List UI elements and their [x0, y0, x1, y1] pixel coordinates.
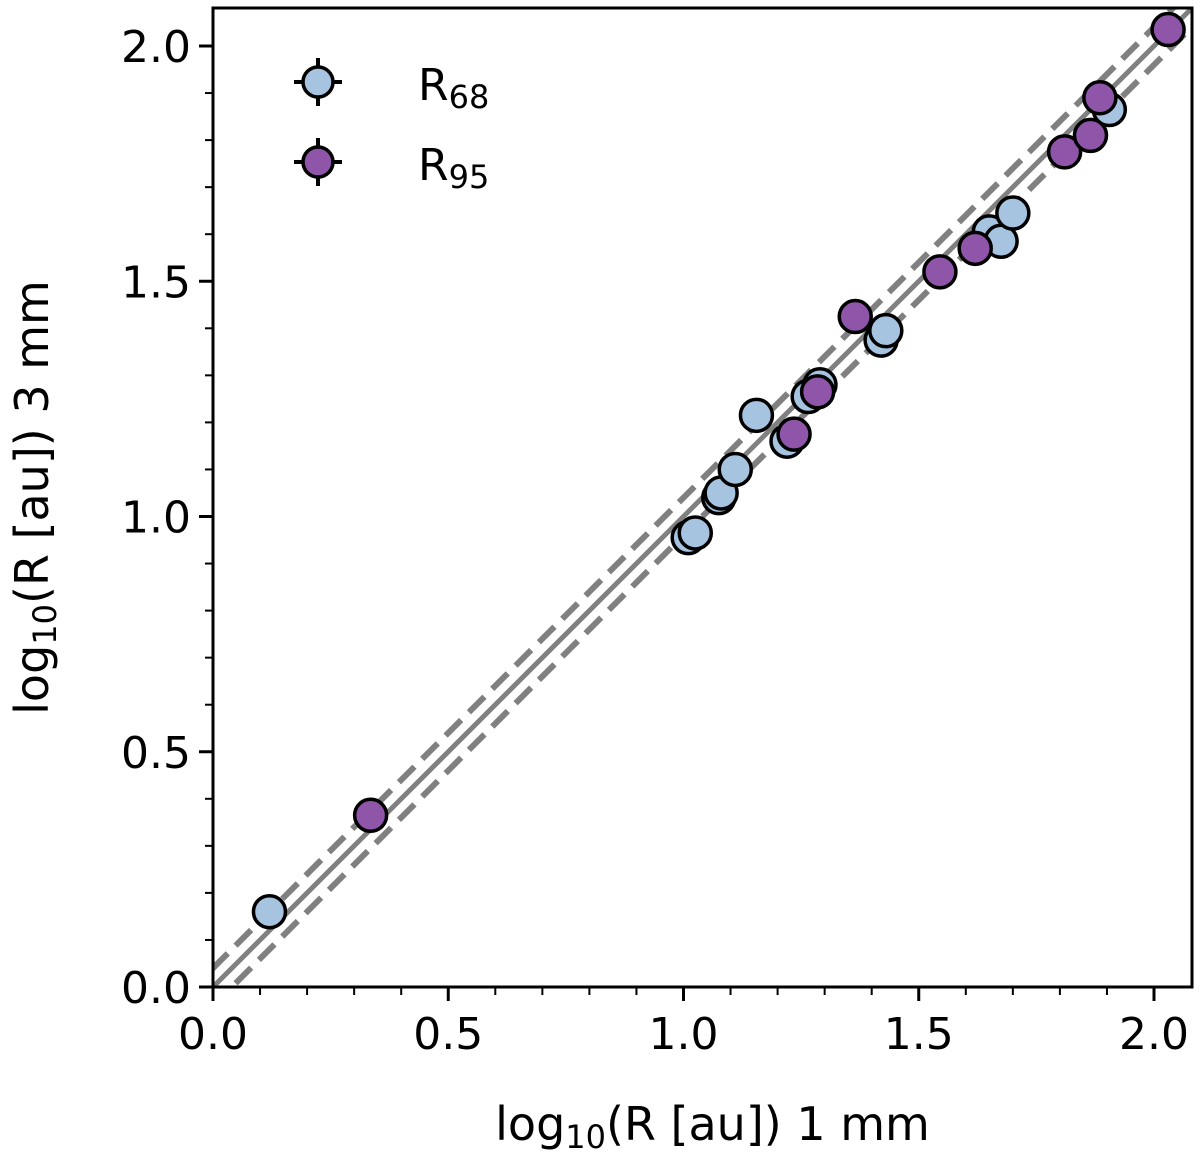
legend-label-r95: R95 — [418, 140, 489, 196]
reference-lines — [213, 8, 1192, 987]
x-tick-label: 1.0 — [649, 1009, 719, 1060]
x-tick-label: 0.0 — [178, 1009, 248, 1060]
data-point-r95 — [1082, 80, 1118, 116]
data-point-r68 — [995, 195, 1031, 231]
data-point-r95 — [1046, 134, 1083, 170]
x-tick-label: 1.5 — [884, 1009, 954, 1060]
y-tick-label: 2.0 — [121, 22, 191, 73]
legend: R68 R95 — [294, 58, 489, 196]
data-point-r68 — [251, 893, 288, 930]
x-tick-label: 0.5 — [413, 1009, 483, 1060]
data-point-r95 — [799, 374, 836, 410]
y-tick-label: 1.0 — [121, 493, 191, 544]
legend-marker-r95 — [294, 138, 342, 186]
x-tick-label: 2.0 — [1119, 1009, 1189, 1060]
data-point-r95 — [1150, 11, 1186, 48]
y-tick-label: 0.0 — [121, 963, 191, 1014]
x-axis-label: log10(R [au]) 1 mm — [495, 1097, 930, 1156]
data-point-r95 — [776, 416, 812, 452]
y-tick-label: 0.5 — [121, 728, 191, 779]
y-tick-label: 1.5 — [121, 257, 191, 308]
plot-frame — [211, 6, 1194, 989]
data-point-r95 — [1072, 117, 1109, 154]
series-r95 — [352, 11, 1186, 834]
data-points — [251, 11, 1186, 930]
data-point-r95 — [957, 230, 993, 267]
data-point-r68 — [677, 515, 714, 551]
data-point-r95 — [922, 254, 958, 290]
y-axis-label: log10(R [au]) 3 mm — [5, 280, 64, 715]
data-point-r95 — [837, 298, 873, 335]
data-point-r68 — [738, 397, 775, 434]
legend-label-r68: R68 — [418, 60, 489, 116]
data-point-r68 — [868, 312, 904, 349]
legend-marker-r68 — [294, 58, 342, 106]
data-point-r68 — [717, 451, 754, 488]
data-point-r95 — [352, 797, 389, 834]
